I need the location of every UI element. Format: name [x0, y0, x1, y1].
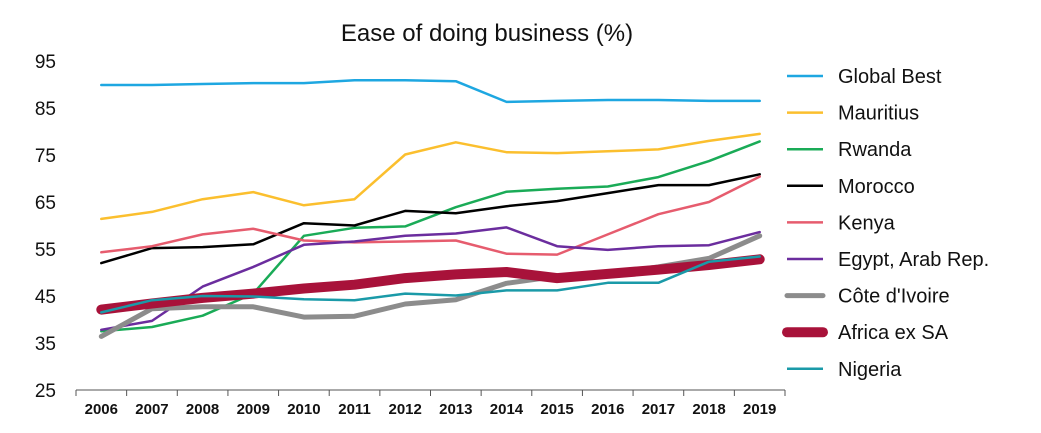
y-tick-label: 75: [35, 146, 56, 167]
series-line-c-te-d-ivoire: [98, 233, 763, 339]
legend: Global Best Mauritius Rwanda Morocco Kenya Eg…: [782, 66, 989, 381]
series-line-kenya: [100, 175, 761, 256]
x-tick-label: 2015: [540, 401, 573, 418]
series-line-rwanda: [100, 140, 761, 333]
legend-label-mauritius: Mauritius: [838, 103, 919, 125]
legend-label-egypt-arab-rep: Egypt, Arab Rep.: [838, 249, 989, 271]
x-tick-label: 2019: [743, 401, 776, 418]
legend-label-africa-ex-sa: Africa ex SA: [838, 322, 949, 344]
series-line-mauritius: [100, 132, 761, 221]
legend-label-nigeria: Nigeria: [838, 359, 902, 381]
legend-label-rwanda: Rwanda: [838, 139, 912, 161]
y-tick-label: 25: [35, 381, 56, 402]
x-axis: 2006 2007 2008 2009 2010 2011 2012 2013 2014 2015…: [75, 390, 786, 418]
y-tick-label: 65: [35, 193, 56, 214]
x-tick-label: 2009: [237, 401, 270, 418]
x-tick-label: 2016: [591, 401, 624, 418]
y-tick-label: 35: [35, 334, 56, 355]
y-tick-label: 45: [35, 287, 56, 308]
y-tick-label: 95: [35, 52, 56, 73]
legend-label-kenya: Kenya: [838, 212, 896, 234]
y-axis: 25 35 45 55 65 75 85 95: [35, 52, 56, 402]
y-tick-label: 55: [35, 240, 56, 261]
x-tick-label: 2018: [692, 401, 725, 418]
series-line-nigeria: [100, 255, 761, 314]
x-tick-label: 2017: [642, 401, 675, 418]
series-line-morocco: [100, 173, 761, 265]
x-tick-label: 2012: [388, 401, 421, 418]
x-tick-label: 2013: [439, 401, 472, 418]
legend-label-global-best: Global Best: [838, 66, 942, 88]
series-line-egypt-arab-rep: [100, 226, 761, 332]
legend-label-morocco: Morocco: [838, 176, 915, 198]
x-tick-label: 2011: [338, 401, 371, 418]
y-tick-label: 85: [35, 99, 56, 120]
chart-title: Ease of doing business (%): [341, 20, 633, 47]
legend-label-c-te-d-ivoire: Côte d'Ivoire: [838, 286, 950, 308]
x-tick-label: 2014: [490, 401, 524, 418]
x-tick-label: 2006: [85, 401, 118, 418]
x-tick-label: 2010: [287, 401, 320, 418]
x-tick-label: 2008: [186, 401, 219, 418]
plot-area: [96, 79, 765, 339]
series-line-global-best: [100, 79, 761, 104]
x-tick-label: 2007: [135, 401, 168, 418]
